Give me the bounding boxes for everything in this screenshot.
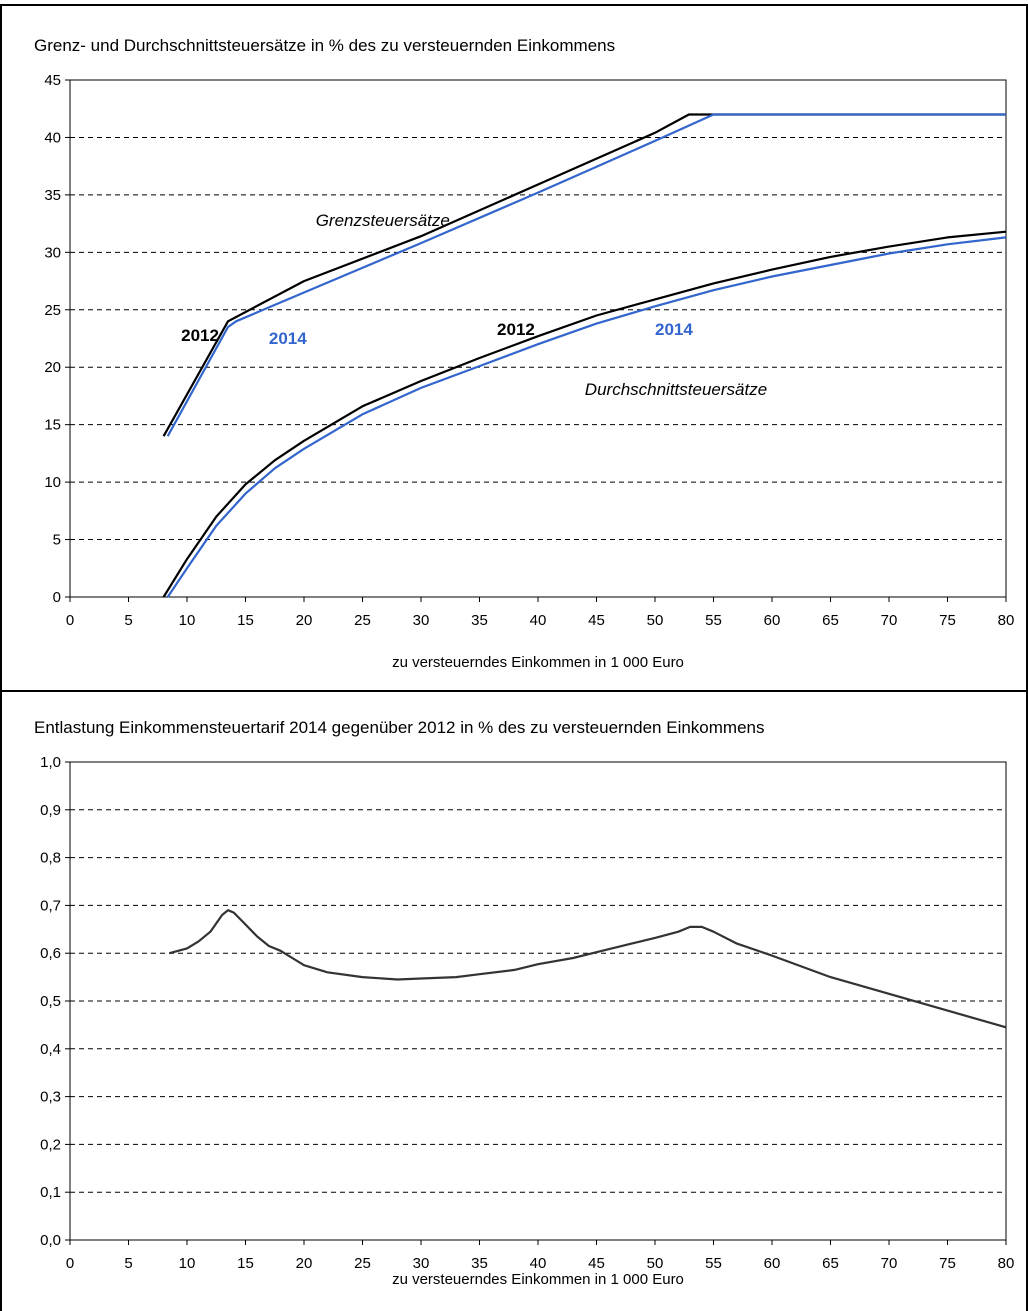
series-2014-durchschnittsteuersätze xyxy=(166,236,1007,598)
x-tick-label: 70 xyxy=(881,612,898,629)
x-tick-label: 25 xyxy=(354,1255,371,1272)
y-tick-label: 0,6 xyxy=(40,945,61,962)
y-tick-label: 0,7 xyxy=(40,897,61,914)
x-tick-label: 25 xyxy=(354,612,371,629)
y-tick-label: 15 xyxy=(44,417,61,434)
x-tick-label: 10 xyxy=(179,612,196,629)
chart-title: Grenz- und Durchschnittsteuersätze in % … xyxy=(34,36,615,55)
x-tick-label: 20 xyxy=(296,612,313,629)
annotation-label: Grenzsteuersätze xyxy=(316,211,450,230)
x-tick-label: 75 xyxy=(939,1255,956,1272)
x-tick-label: 30 xyxy=(413,612,430,629)
x-tick-label: 30 xyxy=(413,1255,430,1272)
chart-title: Entlastung Einkommensteuertarif 2014 geg… xyxy=(34,718,765,737)
x-tick-label: 40 xyxy=(530,612,547,629)
x-tick-label: 15 xyxy=(237,1255,254,1272)
y-tick-label: 0,2 xyxy=(40,1136,61,1153)
y-tick-label: 0,8 xyxy=(40,850,61,867)
x-tick-label: 35 xyxy=(471,1255,488,1272)
y-tick-label: 0,4 xyxy=(40,1041,61,1058)
y-tick-label: 0,5 xyxy=(40,993,61,1010)
x-axis-label: zu versteuerndes Einkommen in 1 000 Euro xyxy=(392,654,684,671)
x-tick-label: 65 xyxy=(822,1255,839,1272)
x-axis-label: zu versteuerndes Einkommen in 1 000 Euro xyxy=(392,1271,684,1288)
y-tick-label: 5 xyxy=(53,532,61,549)
series-line xyxy=(169,909,1007,1029)
series-2014-grenzsteuersätze xyxy=(166,113,1006,437)
y-tick-label: 30 xyxy=(44,244,61,261)
series-2012-grenzsteuersätze xyxy=(162,113,1006,437)
chart-panel-tax-rates xyxy=(0,4,1028,692)
x-tick-label: 50 xyxy=(647,1255,664,1272)
y-tick-label: 45 xyxy=(44,72,61,89)
x-tick-label: 45 xyxy=(588,612,605,629)
x-tick-label: 5 xyxy=(124,1255,132,1272)
y-tick-label: 0 xyxy=(53,589,61,606)
x-tick-label: 50 xyxy=(647,612,664,629)
annotation-label: 2012 xyxy=(497,320,535,339)
y-tick-label: 0,3 xyxy=(40,1089,61,1106)
y-tick-label: 0,1 xyxy=(40,1184,61,1201)
annotation-label: 2014 xyxy=(655,320,693,339)
annotation-label: 2014 xyxy=(269,329,307,348)
x-tick-label: 55 xyxy=(705,1255,722,1272)
annotation-label: 2012 xyxy=(181,326,219,345)
y-tick-label: 0,0 xyxy=(40,1232,61,1249)
x-tick-label: 55 xyxy=(705,612,722,629)
y-tick-label: 25 xyxy=(44,302,61,319)
x-tick-label: 60 xyxy=(764,612,781,629)
y-tick-label: 10 xyxy=(44,474,61,491)
y-tick-label: 20 xyxy=(44,359,61,376)
x-tick-label: 0 xyxy=(66,612,74,629)
x-tick-label: 80 xyxy=(998,612,1015,629)
plot-area-border xyxy=(69,79,1007,598)
y-tick-label: 1,0 xyxy=(40,754,61,771)
x-tick-label: 0 xyxy=(66,1255,74,1272)
x-tick-label: 5 xyxy=(124,612,132,629)
x-tick-label: 20 xyxy=(296,1255,313,1272)
x-tick-label: 60 xyxy=(764,1255,781,1272)
x-tick-label: 45 xyxy=(588,1255,605,1272)
x-tick-label: 40 xyxy=(530,1255,547,1272)
x-tick-label: 75 xyxy=(939,612,956,629)
plot-area-border xyxy=(69,761,1007,1241)
x-tick-label: 70 xyxy=(881,1255,898,1272)
x-tick-label: 65 xyxy=(822,612,839,629)
series-2012-durchschnittsteuersätze xyxy=(162,230,1007,598)
y-tick-label: 35 xyxy=(44,187,61,204)
x-tick-label: 35 xyxy=(471,612,488,629)
y-tick-label: 0,9 xyxy=(40,802,61,819)
x-tick-label: 15 xyxy=(237,612,254,629)
y-tick-label: 40 xyxy=(44,129,61,146)
annotation-label: Durchschnittsteuersätze xyxy=(585,380,767,399)
x-tick-label: 10 xyxy=(179,1255,196,1272)
x-tick-label: 80 xyxy=(998,1255,1015,1272)
